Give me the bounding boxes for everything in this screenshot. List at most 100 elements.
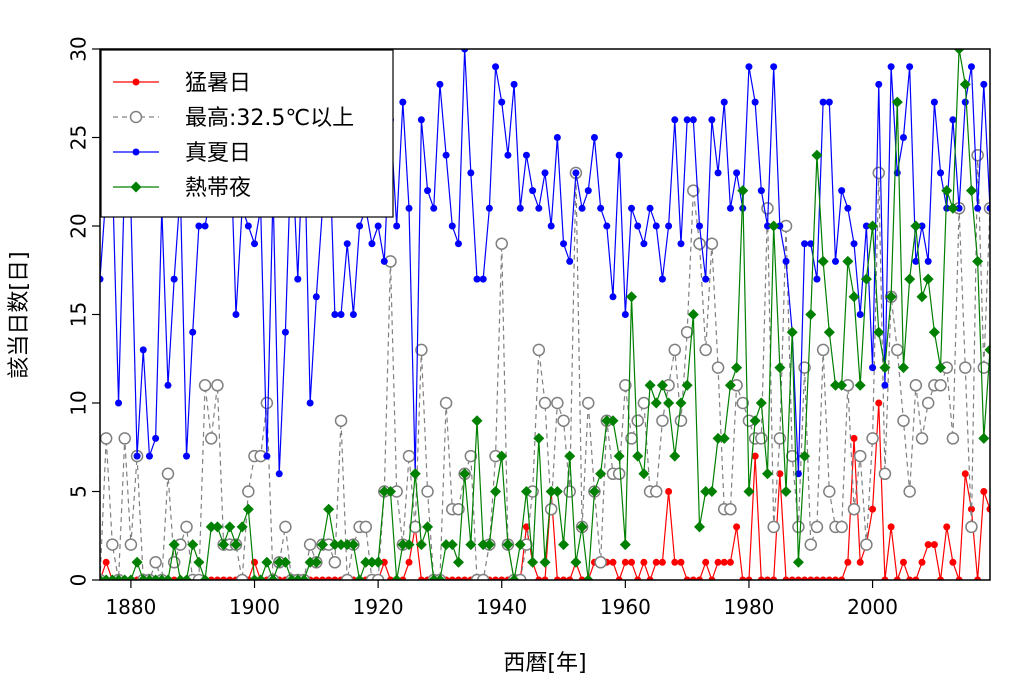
data-point bbox=[749, 415, 761, 427]
data-point bbox=[862, 222, 870, 230]
data-point bbox=[912, 576, 920, 580]
data-point bbox=[751, 98, 759, 106]
y-axis: 0 5 10 15 20 25 30 bbox=[67, 36, 100, 586]
data-point bbox=[764, 222, 771, 230]
data-point bbox=[374, 222, 382, 230]
legend-marker bbox=[129, 110, 143, 124]
data-point bbox=[187, 539, 199, 551]
data-point bbox=[829, 379, 841, 391]
data-point bbox=[656, 414, 669, 427]
data-point bbox=[745, 576, 753, 580]
data-point bbox=[417, 576, 425, 580]
data-point bbox=[213, 576, 221, 580]
data-point bbox=[961, 470, 969, 478]
data-point bbox=[294, 275, 302, 283]
data-point bbox=[838, 187, 846, 195]
data-point bbox=[312, 293, 320, 301]
data-point bbox=[816, 343, 830, 357]
data-point bbox=[718, 432, 730, 444]
data-point bbox=[652, 558, 660, 566]
data-point bbox=[922, 273, 934, 285]
data-point bbox=[242, 503, 254, 515]
data-point bbox=[706, 486, 718, 497]
data-point bbox=[603, 222, 611, 230]
data-point bbox=[541, 169, 549, 177]
data-point bbox=[792, 520, 805, 534]
data-point bbox=[751, 452, 759, 460]
data-point bbox=[251, 558, 259, 566]
data-point bbox=[366, 556, 378, 568]
data-point bbox=[836, 379, 848, 391]
legend-label: 猛暑日 bbox=[185, 71, 251, 96]
data-point bbox=[930, 98, 938, 106]
data-point bbox=[471, 415, 483, 427]
data-point bbox=[813, 275, 821, 283]
data-point bbox=[943, 523, 951, 531]
data-point bbox=[762, 468, 773, 480]
data-point bbox=[198, 379, 212, 392]
data-point bbox=[115, 399, 123, 407]
data-point bbox=[804, 538, 818, 551]
data-point bbox=[680, 325, 694, 339]
data-point bbox=[607, 415, 619, 427]
data-point bbox=[823, 326, 835, 338]
y-tick-label: 15 bbox=[67, 302, 91, 327]
data-point bbox=[380, 558, 388, 566]
data-point bbox=[637, 396, 651, 410]
data-point bbox=[558, 539, 570, 551]
data-point bbox=[337, 311, 345, 318]
data-point bbox=[440, 539, 452, 551]
data-point bbox=[275, 470, 283, 478]
data-point bbox=[563, 485, 576, 498]
data-point bbox=[640, 558, 648, 566]
data-point bbox=[360, 556, 372, 568]
data-point bbox=[405, 204, 413, 212]
data-point bbox=[446, 539, 458, 551]
data-point bbox=[560, 576, 568, 580]
data-point bbox=[244, 222, 252, 230]
x-tick-label: 1960 bbox=[600, 595, 651, 619]
data-point bbox=[961, 98, 969, 106]
data-point bbox=[527, 556, 539, 568]
data-point bbox=[461, 576, 469, 580]
data-point bbox=[810, 520, 824, 534]
data-point bbox=[195, 222, 203, 230]
data-point bbox=[978, 432, 990, 444]
data-point bbox=[764, 576, 771, 580]
x-tick-label: 1940 bbox=[476, 595, 527, 619]
x-tick-label: 1880 bbox=[105, 595, 156, 619]
data-point bbox=[201, 222, 209, 230]
data-point bbox=[714, 169, 722, 177]
data-point bbox=[912, 257, 920, 265]
data-point bbox=[971, 148, 984, 162]
data-point bbox=[811, 149, 823, 161]
data-point bbox=[582, 574, 594, 580]
data-point bbox=[544, 502, 558, 516]
data-point bbox=[442, 151, 450, 159]
data-point bbox=[967, 63, 975, 71]
data-point bbox=[835, 520, 848, 534]
data-point bbox=[584, 187, 592, 195]
data-point bbox=[260, 396, 274, 410]
data-point bbox=[949, 116, 957, 124]
data-point bbox=[615, 151, 623, 159]
data-point bbox=[628, 204, 636, 212]
data-point bbox=[464, 449, 478, 463]
legend-entry: 最高:32.5℃以上 bbox=[113, 106, 354, 131]
data-point bbox=[452, 556, 464, 568]
data-point bbox=[535, 576, 543, 580]
data-point bbox=[782, 576, 790, 580]
data-point bbox=[329, 539, 341, 551]
x-tick-label: 1900 bbox=[229, 595, 280, 619]
data-point bbox=[965, 185, 977, 197]
data-point bbox=[693, 237, 706, 250]
data-point bbox=[483, 539, 495, 551]
data-point bbox=[354, 574, 366, 580]
data-point bbox=[663, 397, 675, 409]
data-point bbox=[520, 486, 532, 497]
data-point bbox=[619, 379, 632, 392]
data-point bbox=[924, 541, 932, 549]
data-point bbox=[955, 204, 963, 212]
data-point bbox=[180, 520, 193, 534]
